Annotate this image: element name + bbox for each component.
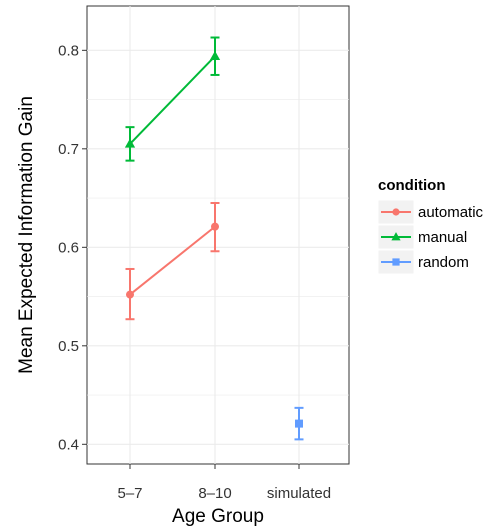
point-marker-triangle [209,50,221,61]
x-axis: 5–7 8–10 simulated [117,464,331,502]
point-marker-triangle [391,232,401,241]
legend-item-manual: manual [377,224,467,250]
point-marker-circle [126,290,134,299]
legend-label: automatic [418,204,484,221]
x-axis-title: Age Group [172,506,264,527]
x-tick-label: 5–7 [117,485,142,502]
y-axis: 0.4 0.5 0.6 0.7 0.8 [58,42,87,453]
y-tick-label: 0.8 [58,42,79,59]
legend-label: manual [418,229,467,246]
legend-item-automatic: automatic [377,199,484,225]
point-marker-triangle [124,138,136,148]
point-marker-circle [211,222,219,231]
point-marker-square [392,258,400,266]
x-tick-label: 8–10 [198,485,231,502]
legend: condition automatic manual random [377,177,484,275]
y-tick-label: 0.6 [58,239,79,256]
series-manual [124,36,221,162]
x-tick-label: simulated [267,485,331,502]
y-tick-label: 0.4 [58,436,79,453]
point-marker-circle [392,208,400,216]
series-layer [124,36,304,441]
point-marker-square [295,419,303,428]
legend-item-random: random [377,249,469,275]
series-line [129,225,216,296]
series-random [294,406,304,441]
y-axis-title: Mean Expected Information Gain [16,96,37,374]
y-tick-label: 0.7 [58,141,79,158]
y-tick-label: 0.5 [58,338,79,355]
legend-label: random [418,254,469,271]
series-automatic [125,201,220,321]
series-line [129,55,216,145]
legend-title: condition [378,177,446,194]
plot-panel [86,5,350,465]
